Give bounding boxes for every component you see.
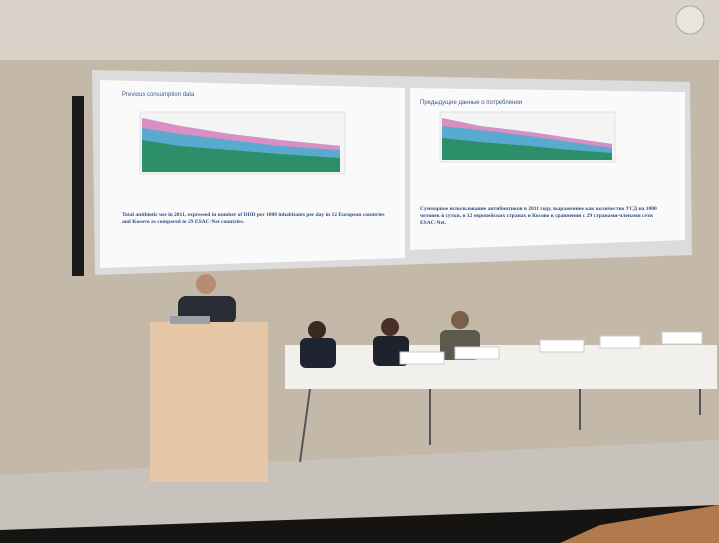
name-placard — [540, 340, 584, 352]
panelist — [451, 311, 469, 329]
ceiling-light — [676, 6, 704, 34]
slide-title: Previous consumption data — [122, 92, 194, 98]
speaker-head — [196, 274, 216, 294]
podium — [150, 322, 268, 482]
name-placard — [600, 336, 640, 348]
panelist — [300, 338, 336, 368]
ceiling — [0, 0, 719, 60]
slide-caption: Total antibiotic use in 2011, expressed … — [122, 212, 392, 226]
name-placard — [400, 352, 444, 364]
slide-title: Предыдущие данные о потреблении — [420, 100, 522, 106]
slide-chart — [440, 112, 615, 162]
laptop — [170, 316, 210, 324]
name-placard — [662, 332, 702, 344]
speaker — [72, 96, 84, 276]
slide-caption: Суммарное использование антибиотиков в 2… — [420, 206, 670, 227]
scene: Previous consumption data Total antibiot… — [0, 0, 719, 543]
page: Conference panel {"slides": [ {"title": … — [0, 0, 719, 543]
slide-chart — [140, 112, 345, 174]
name-placard — [455, 347, 499, 359]
panelist — [381, 318, 399, 336]
panel-table — [285, 345, 717, 389]
photo — [0, 0, 719, 543]
panelist — [308, 321, 326, 339]
